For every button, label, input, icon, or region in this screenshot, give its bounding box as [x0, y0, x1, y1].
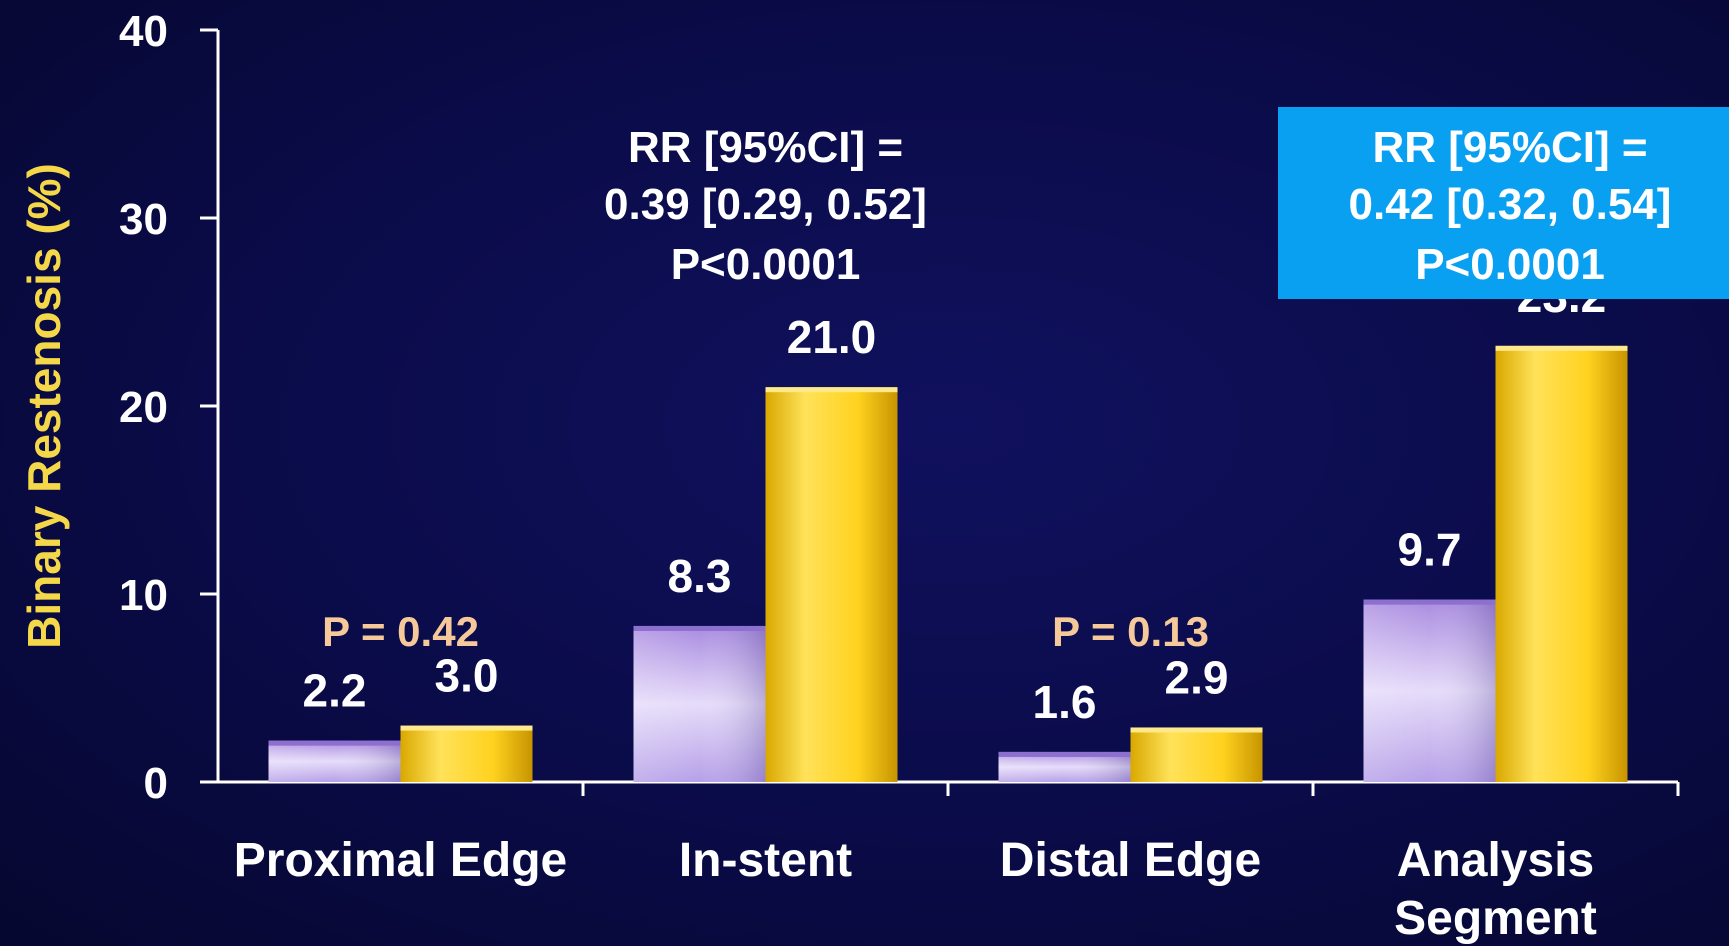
bar-series-1-shade — [998, 751, 1131, 782]
bar-top-bevel — [400, 725, 533, 731]
p-value-label: P = 0.13 — [1052, 608, 1209, 655]
data-label-series-1: 9.7 — [1398, 524, 1462, 576]
bar-series-2 — [1495, 345, 1628, 782]
bar-top-bevel — [268, 740, 401, 746]
data-label-series-2: 3.0 — [435, 650, 499, 702]
rr-annotation-line: RR [95%CI] = — [628, 123, 903, 172]
bar-series-1-shade — [268, 740, 401, 782]
y-tick-label: 20 — [119, 383, 168, 432]
rr-annotation-line: 0.42 [0.32, 0.54] — [1349, 180, 1672, 229]
x-category-label: Proximal Edge — [234, 834, 567, 887]
data-label-series-2: 2.9 — [1165, 651, 1229, 703]
data-label-series-1: 1.6 — [1033, 676, 1097, 728]
y-tick-label: 0 — [144, 759, 168, 808]
rr-annotation-line: RR [95%CI] = — [1372, 123, 1647, 172]
data-label-series-1: 8.3 — [668, 550, 732, 602]
bar-series-2 — [765, 387, 898, 782]
y-tick-label: 10 — [119, 571, 168, 620]
y-tick-label: 40 — [119, 7, 168, 56]
x-category-label: In-stent — [679, 834, 852, 887]
bar-series-2 — [1130, 727, 1263, 782]
y-axis-title: Binary Restenosis (%) — [18, 163, 70, 649]
rr-annotation-line: 0.39 [0.29, 0.52] — [604, 180, 927, 229]
bar-series-1-shade — [633, 625, 766, 782]
rr-annotation-p-value: P<0.0001 — [671, 240, 861, 289]
bar-top-bevel — [998, 751, 1131, 757]
rr-annotation-p-value: P<0.0001 — [1415, 240, 1605, 289]
x-category-label: Segment — [1394, 892, 1597, 945]
x-category-label: Analysis — [1397, 834, 1594, 887]
bar-top-bevel — [1130, 727, 1263, 733]
data-label-series-1: 2.2 — [303, 665, 367, 717]
bar-top-bevel — [633, 625, 766, 631]
bar-series-2 — [400, 725, 533, 782]
rr-annotation-box — [1278, 107, 1729, 299]
bar-top-bevel — [765, 387, 898, 393]
data-label-series-2: 21.0 — [787, 311, 877, 363]
p-value-label: P = 0.42 — [322, 608, 479, 655]
bar-top-bevel — [1363, 599, 1496, 605]
x-category-label: Distal Edge — [1000, 834, 1261, 887]
bar-top-bevel — [1495, 345, 1628, 351]
y-tick-label: 30 — [119, 195, 168, 244]
bar-series-1-shade — [1363, 599, 1496, 782]
